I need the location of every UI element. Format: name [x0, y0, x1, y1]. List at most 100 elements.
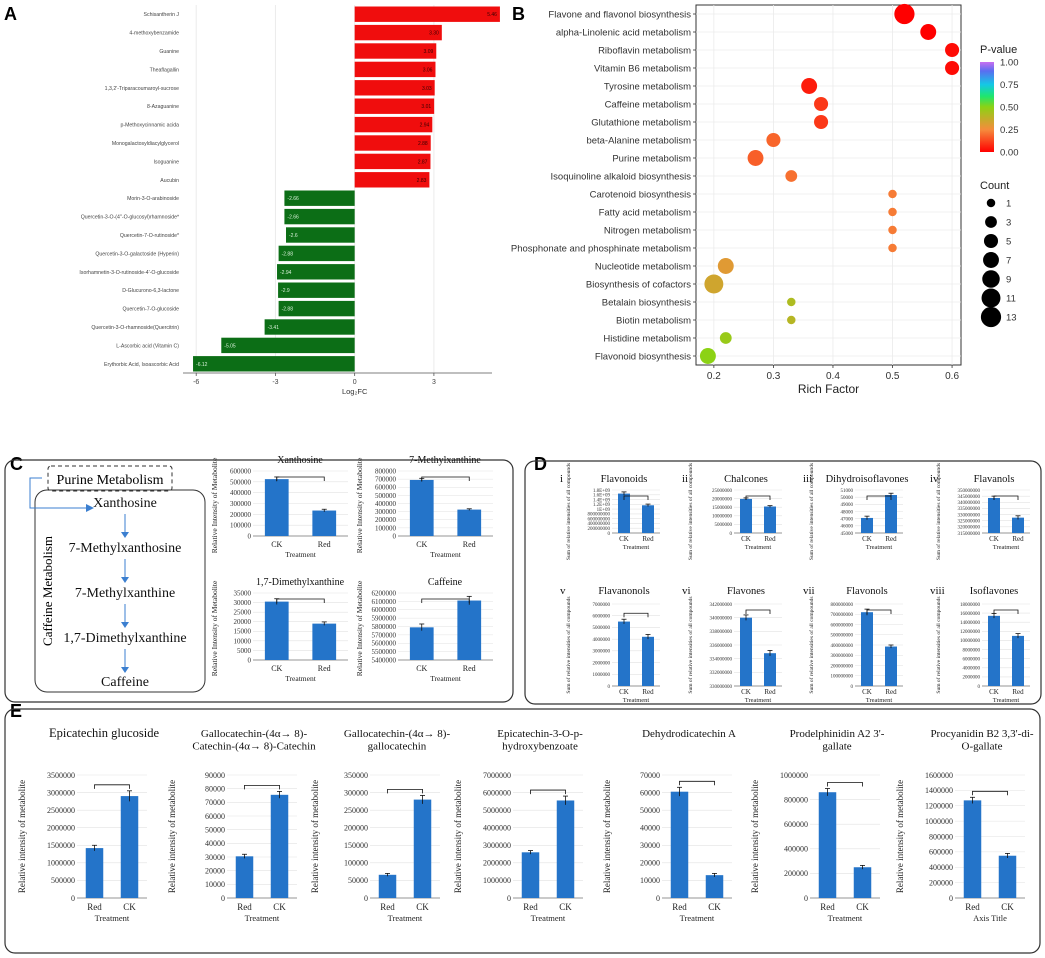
category-label: CK [416, 664, 427, 673]
pathway-label: Carotenoid biosynthesis [590, 190, 692, 201]
bar-15 [278, 282, 355, 298]
pathway-label: Histidine metabolism [603, 334, 691, 345]
bar-8 [354, 153, 431, 170]
y-tick-label: 10000000 [712, 515, 733, 520]
x-tick-label: 0.4 [826, 371, 840, 382]
bar-13 [278, 245, 355, 262]
caffeine-chart-0: Xanthosine 0 100000 200000 300000 400000 50000… [210, 455, 348, 559]
y-tick-label: 49000 [841, 503, 854, 508]
bar-1 [1012, 517, 1024, 533]
bar-0 [85, 848, 104, 898]
bar-0 [378, 874, 397, 898]
chart-title: Flavones [727, 586, 765, 597]
bar-value-label: 5.46 [487, 12, 497, 18]
purine-metabolism-box [47, 465, 173, 492]
bar-0 [264, 601, 289, 660]
x-axis-title: Treatment [285, 550, 316, 559]
x-axis-title: Treatment [993, 697, 1020, 704]
chart-title-line: Gallocatechin-(4α→ 8)- [344, 728, 451, 740]
y-tick-label: 350000 [344, 771, 368, 780]
y-tick-label: 35000 [234, 589, 252, 597]
bubble-19 [699, 348, 716, 364]
y-tick-label: 335000000 [958, 507, 981, 512]
oligomer-chart-3: Epicatechin-3-O-p-hydroxybenzoate 0 100000… [453, 728, 583, 923]
x-axis-title: Treatment [623, 544, 650, 551]
pvalue-tick-label: 0.00 [1000, 148, 1019, 159]
y-tick-label: 0 [248, 656, 252, 664]
bar-0 [988, 497, 1000, 533]
y-tick-label: 16000000 [960, 612, 981, 617]
y-tick-label: 300000 [230, 500, 252, 508]
category-label: CK [123, 902, 136, 912]
y-tick-label: 600000000 [588, 517, 611, 522]
y-axis-title: Relative intensity of metabolite [453, 780, 463, 893]
chart-title: Flavonoids [601, 474, 648, 485]
y-tick-label: 400000 [230, 489, 252, 497]
y-tick-label: 25000 [234, 609, 252, 617]
oligomer-chart-2: Gallocatechin-(4α→ 8)-gallocatechin 0 5000… [310, 728, 450, 923]
y-axis-title: Relative Intensity of Metabolite [355, 457, 364, 553]
category-label: Red [463, 664, 476, 673]
y-tick-label: 800000 [929, 832, 953, 841]
oligomer-chart-5: Prodelphinidin A2 3'-gallate 0 200000 40000… [750, 728, 885, 923]
bar-value-label: 3.06 [423, 67, 433, 73]
class-chart-chalcones: ii Chalcones 0 5000000 10000000 15000000 20000… [682, 463, 782, 560]
chart-title-line: Procyanidin B2 3,3'-di- [930, 728, 1033, 740]
y-tick-label: 10000 [205, 880, 225, 889]
pathway-label: Flavone and flavonol biosynthesis [548, 10, 691, 21]
chart-title: 7-Methylxanthine [409, 455, 481, 466]
category-label: CK [416, 902, 429, 912]
y-tick-label: 1E+09 [597, 508, 611, 513]
y-axis-title: Relative intensity of metabolite [167, 780, 177, 893]
pathway-label: Flavonoid biosynthesis [595, 352, 691, 363]
bubble-10 [888, 189, 897, 199]
category-label: Isorhamnetin-3-O-rutinoside-4'-O-glucosi… [79, 270, 179, 276]
category-label: CK [416, 540, 427, 549]
y-tick-label: 800000000 [588, 513, 611, 518]
x-tick-label: 0.2 [707, 371, 721, 382]
x-axis-title: Treatment [430, 550, 461, 559]
y-tick-label: 0 [949, 894, 953, 903]
pvalue-tick-label: 0.25 [1000, 125, 1019, 136]
count-legend-label: 3 [1006, 218, 1011, 229]
y-tick-label: 10000 [234, 637, 252, 645]
y-tick-label: 48000 [841, 510, 854, 515]
y-tick-label: 2000000 [593, 661, 611, 666]
category-label: D-Glucurono-6,3-lactone [122, 288, 179, 294]
category-label: 1,3,2'-Triparacoumaroyl-sucrose [105, 86, 179, 92]
oligomer-chart-0: Epicatechin glucoside 0 500000 1000000 15000… [17, 726, 159, 923]
x-axis-title: Treatment [95, 913, 130, 923]
y-tick-label: 338000000 [710, 630, 733, 635]
bar-1 [312, 510, 337, 536]
y-tick-label: 800000 [784, 795, 808, 804]
y-tick-label: 342000000 [710, 603, 733, 608]
category-label: Guanine [159, 49, 179, 55]
bubble-13 [888, 243, 897, 253]
pvalue-tick-label: 0.50 [1000, 103, 1019, 114]
bar-1 [998, 855, 1017, 898]
y-tick-label: 6000000 [483, 788, 511, 797]
y-tick-label: 70000 [640, 771, 660, 780]
category-label: Red [463, 540, 476, 549]
pathway-step-1: 7-Methylxanthosine [69, 541, 182, 556]
bar-4 [354, 80, 435, 96]
bar-value-label: -2.6 [289, 233, 298, 239]
y-tick-label: 100000 [375, 524, 397, 532]
y-tick-label: 20000 [234, 618, 252, 626]
pathway-label: Nucleotide metabolism [595, 262, 691, 273]
panel-a-plot-bg [183, 5, 492, 373]
y-tick-label: 200000 [344, 824, 368, 833]
bar-0 [409, 479, 434, 536]
chart-title: Isoflavones [970, 586, 1018, 597]
category-label: CK [1001, 902, 1014, 912]
y-tick-label: 400000000 [588, 522, 611, 527]
caffeine-metabolism-label: Caffeine Metabolism [40, 536, 55, 646]
y-tick-label: 2500000 [47, 806, 75, 815]
chart-roman-numeral: iv [930, 473, 939, 485]
significance-bracket [866, 495, 892, 500]
chart-title-line: Catechin-(4α→ 8)-Catechin [192, 741, 316, 753]
bar-0 [409, 627, 434, 660]
pvalue-colorbar [980, 62, 994, 152]
bubble-17 [787, 315, 796, 325]
x-tick-label: -3 [272, 379, 278, 386]
